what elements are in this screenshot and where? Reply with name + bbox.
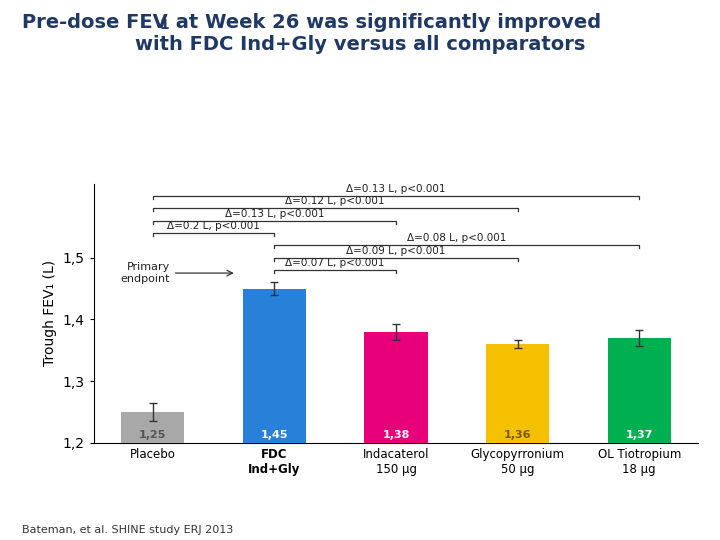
Text: 1,45: 1,45 <box>261 430 288 440</box>
Text: 1,37: 1,37 <box>626 430 653 440</box>
Bar <box>486 344 549 443</box>
Text: with FDC Ind+Gly versus all comparators: with FDC Ind+Gly versus all comparators <box>135 35 585 54</box>
Text: Δ=0.12 L, p<0.001: Δ=0.12 L, p<0.001 <box>285 197 385 206</box>
Text: Δ=0.13 L, p<0.001: Δ=0.13 L, p<0.001 <box>346 184 446 194</box>
Text: Δ=0.2 L, p<0.001: Δ=0.2 L, p<0.001 <box>167 221 260 231</box>
Bar <box>608 338 671 443</box>
Bar <box>121 412 184 443</box>
Text: 1: 1 <box>160 18 170 32</box>
Text: Pre-dose FEV: Pre-dose FEV <box>22 14 167 32</box>
Text: Primary
endpoint: Primary endpoint <box>120 262 233 284</box>
Text: 1,38: 1,38 <box>382 430 410 440</box>
Y-axis label: Trough FEV₁ (L): Trough FEV₁ (L) <box>43 260 57 366</box>
Text: at Week 26 was significantly improved: at Week 26 was significantly improved <box>169 14 601 32</box>
Bar <box>364 332 428 443</box>
Text: 1,25: 1,25 <box>139 430 166 440</box>
Text: Δ=0.13 L, p<0.001: Δ=0.13 L, p<0.001 <box>225 209 324 219</box>
Text: Δ=0.09 L, p<0.001: Δ=0.09 L, p<0.001 <box>346 246 446 256</box>
Bar <box>243 288 306 443</box>
Text: Δ=0.07 L, p<0.001: Δ=0.07 L, p<0.001 <box>286 258 385 268</box>
Text: Δ=0.08 L, p<0.001: Δ=0.08 L, p<0.001 <box>407 233 506 244</box>
Text: 1,36: 1,36 <box>504 430 531 440</box>
Text: Bateman, et al. SHINE study ERJ 2013: Bateman, et al. SHINE study ERJ 2013 <box>22 524 233 535</box>
